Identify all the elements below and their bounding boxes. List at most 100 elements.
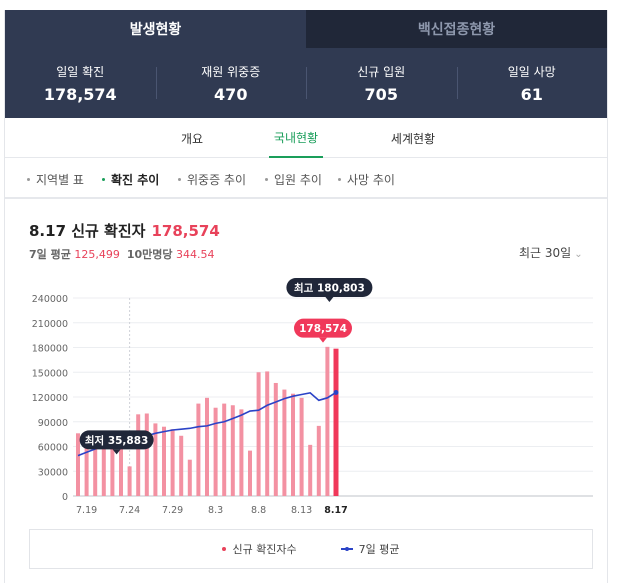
chart-legend: 신규 확진자수 7일 평균 bbox=[29, 529, 593, 569]
y-tick-label: 90000 bbox=[38, 418, 68, 429]
bar bbox=[273, 382, 278, 496]
max-callout-pointer bbox=[325, 297, 334, 302]
x-tick-label: 7.19 bbox=[76, 505, 97, 516]
stat-label: 일일 사망 bbox=[507, 64, 556, 79]
bar bbox=[299, 397, 304, 496]
filter-label: 입원 추이 bbox=[274, 173, 322, 187]
bar bbox=[308, 444, 313, 496]
x-tick-label: 7.29 bbox=[162, 505, 183, 516]
bar bbox=[136, 414, 141, 496]
bar bbox=[162, 426, 166, 496]
covid-panel: 발생현황 백신접종현황 일일 확진 178,574 재원 위중증 470 신규 … bbox=[4, 10, 608, 583]
bullet-icon bbox=[338, 178, 341, 181]
filter-death-trend[interactable]: 사망 추이 bbox=[338, 171, 395, 188]
summary-panel: 발생현황 백신접종현황 일일 확진 178,574 재원 위중증 470 신규 … bbox=[5, 10, 607, 118]
bar bbox=[256, 372, 261, 496]
bullet-icon bbox=[265, 178, 268, 181]
subtab-domestic[interactable]: 국내현황 bbox=[269, 118, 323, 158]
bar bbox=[316, 425, 321, 496]
y-tick-label: 150000 bbox=[32, 368, 68, 379]
bar bbox=[222, 403, 227, 496]
legend-average: 7일 평균 bbox=[340, 541, 400, 557]
tab-outbreak-status[interactable]: 발생현황 bbox=[5, 10, 306, 48]
filter-label: 확진 추이 bbox=[111, 173, 160, 187]
stat-value: 61 bbox=[520, 84, 543, 104]
stat-daily-confirmed: 일일 확진 178,574 bbox=[5, 48, 156, 118]
filter-label: 위중증 추이 bbox=[187, 173, 247, 187]
bar bbox=[282, 389, 287, 496]
avg-value: 125,499 bbox=[74, 248, 120, 261]
range-label: 최근 30일 bbox=[519, 246, 572, 260]
per-value: 344.54 bbox=[176, 248, 215, 261]
filter-confirmed-trend[interactable]: 확진 추이 bbox=[102, 171, 159, 188]
line-legend-icon bbox=[340, 547, 353, 551]
chevron-down-icon: ⌄ bbox=[574, 249, 583, 260]
bar bbox=[205, 397, 209, 496]
legend-avg-label: 7일 평균 bbox=[358, 543, 400, 556]
stat-label: 재원 위중증 bbox=[201, 64, 261, 79]
y-tick-label: 180000 bbox=[32, 344, 68, 355]
bar bbox=[291, 393, 295, 496]
bar bbox=[144, 413, 149, 496]
stat-value: 178,574 bbox=[43, 84, 117, 104]
stat-daily-deaths: 일일 사망 61 bbox=[456, 48, 608, 118]
x-tick-label: 8.13 bbox=[291, 505, 312, 516]
bar bbox=[93, 439, 98, 496]
stat-value: 705 bbox=[364, 84, 398, 104]
headline-text: 8.17 신규 확진자 bbox=[29, 222, 146, 240]
bar bbox=[325, 346, 330, 496]
subtab-overview[interactable]: 개요 bbox=[180, 131, 204, 146]
bar bbox=[119, 444, 123, 496]
bar bbox=[179, 435, 184, 496]
bar bbox=[239, 409, 244, 496]
y-tick-label: 240000 bbox=[32, 294, 68, 305]
x-tick-label: 8.3 bbox=[208, 505, 223, 516]
bullet-icon bbox=[102, 178, 105, 181]
latest-callout-pointer bbox=[319, 337, 327, 343]
bar-legend-icon bbox=[222, 547, 227, 551]
stat-label: 신규 입원 bbox=[357, 64, 406, 79]
filter-region-table[interactable]: 지역별 표 bbox=[27, 171, 84, 188]
range-dropdown[interactable]: 최근 30일 ⌄ bbox=[519, 244, 583, 261]
y-tick-label: 120000 bbox=[32, 393, 68, 404]
latest-callout-bubble bbox=[294, 318, 352, 338]
tab-vaccination-status[interactable]: 백신접종현황 bbox=[306, 10, 607, 48]
headline-value: 178,574 bbox=[151, 222, 220, 240]
cases-chart: 0 30000 60000 90000 120000 150000 180000 210000… bbox=[32, 278, 593, 516]
bar bbox=[110, 442, 115, 496]
x-tick-label: 7.24 bbox=[119, 505, 140, 516]
filter-critical-trend[interactable]: 위중증 추이 bbox=[178, 171, 246, 188]
chart-subline: 7일 평균 125,499 10만명당 344.54 bbox=[29, 246, 215, 262]
stat-critical: 재원 위중증 470 bbox=[155, 48, 307, 118]
stat-value: 470 bbox=[214, 84, 248, 104]
filter-label: 지역별 표 bbox=[36, 173, 84, 187]
bar bbox=[76, 433, 80, 496]
min-callout-pointer bbox=[112, 449, 121, 455]
x-tick-label: 8.8 bbox=[251, 505, 266, 516]
main-tabs: 발생현황 백신접종현황 bbox=[5, 10, 607, 48]
max-callout-bubble bbox=[286, 278, 373, 297]
bar bbox=[196, 403, 201, 496]
stat-new-admissions: 신규 입원 705 bbox=[306, 48, 457, 118]
bar bbox=[84, 437, 89, 496]
y-tick-label: 30000 bbox=[38, 467, 68, 478]
chart-headline: 8.17 신규 확진자 178,574 bbox=[29, 220, 220, 241]
bullet-icon bbox=[178, 178, 181, 181]
stat-label: 일일 확진 bbox=[56, 64, 105, 79]
filter-label: 사망 추이 bbox=[347, 173, 395, 187]
bar bbox=[101, 439, 106, 496]
bar bbox=[127, 466, 132, 496]
y-tick-label: 0 bbox=[62, 492, 68, 503]
stats-row: 일일 확진 178,574 재원 위중증 470 신규 입원 705 일일 사망… bbox=[5, 48, 607, 118]
bar bbox=[187, 459, 192, 496]
bullet-icon bbox=[27, 178, 30, 181]
divider bbox=[5, 198, 607, 199]
max-callout-label: 최고 180,803 bbox=[294, 282, 365, 295]
bar bbox=[153, 423, 158, 496]
filter-admission-trend[interactable]: 입원 추이 bbox=[265, 171, 322, 188]
x-tick-label: 8.17 bbox=[324, 505, 347, 516]
sub-tabs: 개요 국내현황 세계현황 bbox=[5, 118, 607, 158]
legend-cases-label: 신규 확진자수 bbox=[232, 543, 297, 556]
subtab-world[interactable]: 세계현황 bbox=[390, 131, 436, 146]
bar bbox=[265, 371, 270, 496]
